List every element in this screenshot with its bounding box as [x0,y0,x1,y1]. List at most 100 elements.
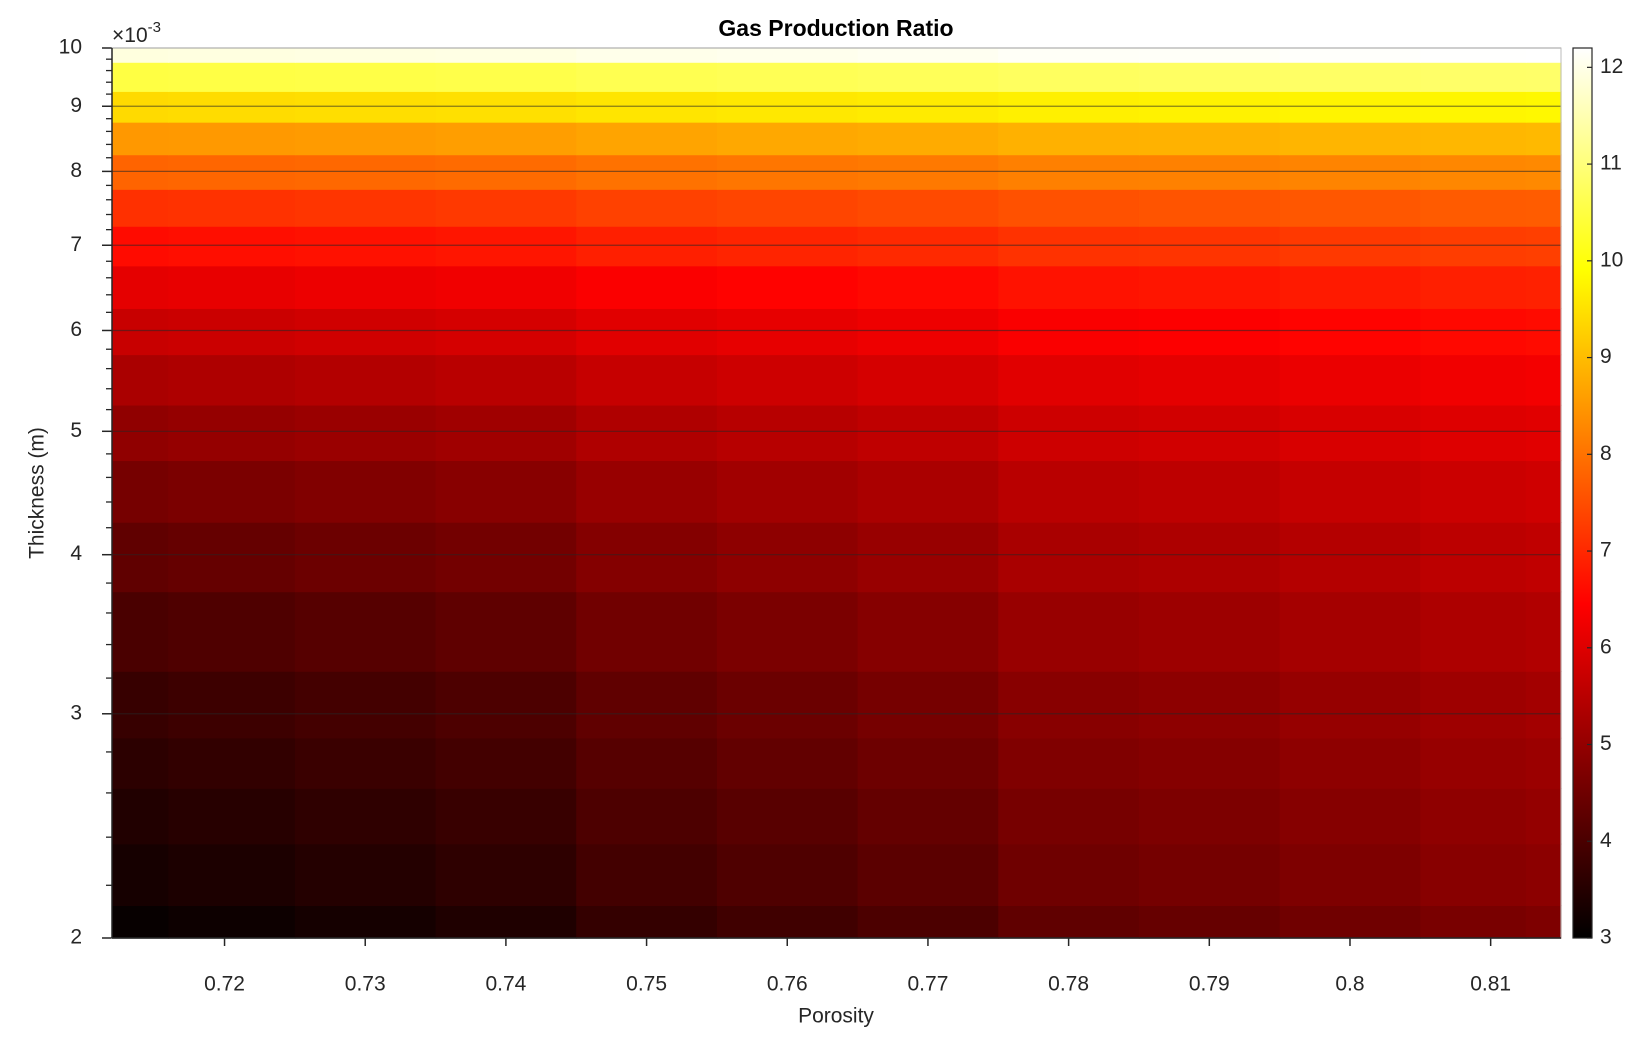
heat-cell [435,265,577,309]
heat-cell [294,843,437,907]
colorbar-tick-label: 9 [1600,345,1612,368]
x-tick-label: 0.81 [1470,973,1511,996]
heat-cell [112,404,169,462]
x-tick-label: 0.79 [1189,973,1230,996]
heat-cell [294,460,437,523]
x-tick-label: 0.78 [1048,973,1089,996]
heat-cell [1138,226,1281,267]
heat-cell [168,189,296,227]
heat-cell [112,522,169,593]
heat-cell [1279,788,1421,845]
x-tick-label: 0.72 [204,973,245,996]
colorbar-tick-label: 3 [1600,926,1612,949]
heat-cell [112,226,169,267]
heat-cell [1279,905,1421,939]
heat-cell [1138,905,1281,939]
heat-cell [576,226,718,267]
heat-cell [1138,154,1281,190]
heat-cell [716,905,859,939]
y-exponent-base: ×10 [112,24,148,47]
heat-cell [998,671,1140,739]
heat-cell [998,154,1140,190]
colorbar-tick-label: 6 [1600,635,1612,658]
heat-cell [716,404,859,462]
heat-cell [716,843,859,907]
heat-cell [716,154,859,190]
heat-cell [1525,404,1562,462]
heat-cell [1525,308,1562,356]
heat-cell [857,522,999,593]
heat-cell [294,91,437,123]
colorbar-tick-label: 5 [1600,732,1612,755]
heat-cell [168,91,296,123]
heat-cell [1420,154,1527,190]
heat-cell [1525,522,1562,593]
heat-cell [168,48,296,63]
heat-cell [1420,522,1527,593]
heat-cell [435,843,577,907]
colorbar-tick-label: 7 [1600,539,1612,562]
heat-cell [168,460,296,523]
x-tick-label: 0.75 [626,973,667,996]
heat-cell [168,354,296,406]
heat-cell [1138,62,1281,92]
heat-cell [716,226,859,267]
heat-cell [1525,905,1562,939]
heat-cell [1138,737,1281,789]
heat-cell [998,788,1140,845]
heat-cell [1525,460,1562,523]
heat-cell [576,460,718,523]
heatmap [112,48,1562,939]
heat-cell [1525,226,1562,267]
heat-cell [1525,265,1562,309]
y-tick-label: 4 [70,542,82,565]
heat-cell [168,905,296,939]
heat-cell [168,308,296,356]
heat-cell [294,62,437,92]
heat-cell [435,905,577,939]
heat-cell [998,522,1140,593]
heat-cell [857,308,999,356]
heat-cell [857,122,999,156]
heat-cell [1279,189,1421,227]
heat-cell [1279,671,1421,739]
heat-cell [998,122,1140,156]
heat-cell [294,905,437,939]
heat-cell [112,905,169,939]
heat-cell [168,737,296,789]
heat-cell [857,671,999,739]
heat-cell [112,122,169,156]
heat-cell [435,91,577,123]
heat-cell [998,404,1140,462]
colorbar-tick-label: 4 [1600,829,1612,852]
colorbar [1572,47,1593,939]
heat-cell [716,354,859,406]
heat-cell [435,460,577,523]
x-tick-label: 0.8 [1335,973,1364,996]
heat-cell [857,404,999,462]
heat-cell [1138,308,1281,356]
heat-cell [168,522,296,593]
heat-cell [435,122,577,156]
heat-cell [294,404,437,462]
heat-cell [294,354,437,406]
heat-cell [435,226,577,267]
heat-cell [1420,671,1527,739]
heat-cell [168,62,296,92]
heat-cell [1279,91,1421,123]
heat-cell [435,788,577,845]
heat-cell [998,62,1140,92]
heat-cell [716,788,859,845]
heat-cell [1138,404,1281,462]
heat-cell [1279,154,1421,190]
heat-cell [1525,671,1562,739]
heat-cell [1420,48,1527,63]
heat-cell [1420,404,1527,462]
x-tick-label: 0.73 [345,973,386,996]
y-tick-label: 10 [59,36,82,59]
heat-cell [716,265,859,309]
heat-cell [1279,226,1421,267]
heat-cell [576,189,718,227]
heat-cell [998,737,1140,789]
